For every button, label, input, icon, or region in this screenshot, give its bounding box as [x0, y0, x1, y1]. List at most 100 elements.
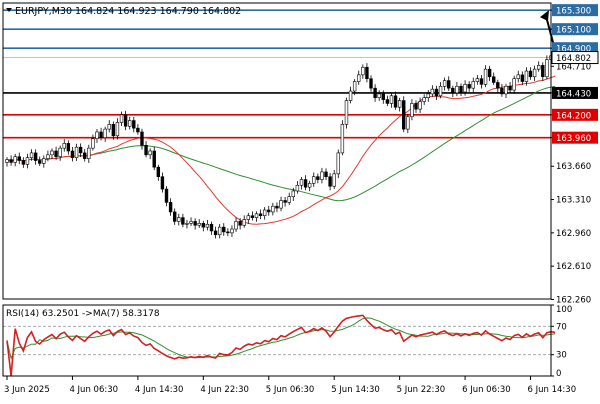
candle	[136, 124, 140, 135]
candle	[377, 90, 381, 101]
rsi-tick-label: 30	[556, 351, 567, 361]
candle	[508, 82, 512, 94]
caret-down-icon[interactable]	[6, 8, 12, 12]
candle	[438, 82, 443, 99]
candle	[344, 97, 349, 129]
candle	[545, 55, 549, 80]
ma-slow-line	[6, 85, 556, 202]
candle	[74, 143, 79, 162]
candle	[119, 111, 124, 127]
rsi-label: RSI(14) 63.2501 ->MA(7) 58.3178	[6, 309, 160, 319]
candle	[33, 149, 38, 165]
candle	[246, 212, 251, 224]
price-level-label: 165.100	[556, 26, 591, 36]
candle	[299, 176, 304, 190]
candle	[25, 153, 30, 169]
candle	[324, 168, 328, 181]
candle	[152, 146, 156, 171]
candle	[164, 186, 169, 207]
candle	[222, 223, 226, 236]
time-tick-label: 6 Jun 06:30	[462, 385, 511, 395]
time-tick-label: 4 Jun 22:30	[200, 385, 249, 395]
candle	[524, 67, 529, 86]
time-tick-label: 3 Jun 2025	[4, 385, 50, 395]
candle	[95, 129, 99, 143]
candle	[42, 155, 46, 168]
candle	[54, 146, 58, 160]
candle	[226, 228, 230, 237]
rsi-panel-frame	[2, 304, 552, 377]
price-panel-frame	[2, 2, 552, 300]
rsi-tick-label: 0	[556, 369, 561, 379]
candle	[483, 65, 488, 88]
candle	[58, 145, 62, 161]
price-level-label: 164.430	[556, 89, 591, 99]
price-level-label-box	[552, 23, 598, 36]
candle	[111, 121, 116, 140]
price-tick-label: 163.660	[556, 162, 591, 172]
time-tick-label: 4 Jun 06:30	[69, 385, 118, 395]
candle	[455, 82, 459, 97]
candle	[262, 207, 267, 220]
candle	[389, 92, 394, 108]
time-tick-label: 4 Jun 14:30	[135, 385, 184, 395]
candle	[17, 152, 21, 165]
candle	[307, 180, 312, 192]
price-tick-label: 162.260	[556, 295, 591, 305]
candle	[197, 219, 201, 228]
candle	[271, 202, 275, 216]
candle	[29, 149, 34, 161]
candle	[316, 173, 320, 184]
candle	[434, 85, 439, 101]
time-axis[interactable]: 3 Jun 2025 4 Jun 06:30 4 Jun 14:30 4 Jun 22…	[4, 376, 576, 395]
candle	[357, 70, 361, 85]
candle	[156, 164, 161, 181]
rsi-tick-label: 100	[556, 305, 572, 315]
price-tick-label: 163.310	[556, 196, 591, 206]
candle	[144, 141, 148, 158]
candle	[463, 80, 467, 96]
candle	[516, 70, 520, 83]
candle	[303, 175, 308, 191]
candle	[410, 99, 414, 121]
candle	[430, 85, 435, 97]
candle	[365, 63, 369, 83]
candle	[132, 116, 136, 133]
candle	[217, 223, 222, 239]
candle	[242, 215, 246, 228]
candle	[160, 172, 165, 193]
candle	[250, 211, 255, 221]
candle	[496, 79, 500, 93]
candle	[193, 218, 197, 230]
candle	[447, 76, 451, 91]
symbol-info: EURJPY,M30 164.824 164.923 164.790 164.8…	[15, 6, 241, 17]
forecast-arrowhead	[540, 10, 549, 22]
candle	[406, 114, 410, 134]
candle	[177, 213, 181, 226]
price-tick-label: 162.960	[556, 229, 591, 239]
candle	[213, 226, 218, 239]
candle	[107, 120, 111, 133]
candle	[528, 67, 533, 80]
candle	[451, 85, 455, 98]
candle	[442, 77, 447, 91]
time-tick-label: 5 Jun 14:30	[331, 385, 380, 395]
candle	[181, 213, 185, 228]
candle	[258, 209, 263, 220]
candle	[103, 126, 107, 142]
price-level-label: 165.300	[556, 7, 591, 17]
candle	[373, 84, 377, 102]
candle	[295, 181, 300, 194]
candle	[487, 65, 492, 82]
candle	[418, 97, 422, 113]
rsi-axis: 100 70 30 0	[551, 304, 572, 379]
price-level-label-box	[552, 86, 598, 99]
candle	[332, 169, 336, 190]
candle	[168, 198, 173, 216]
candle	[234, 217, 238, 232]
candle	[128, 116, 132, 130]
candle	[402, 96, 406, 133]
candle	[291, 187, 295, 201]
candle	[541, 62, 545, 82]
